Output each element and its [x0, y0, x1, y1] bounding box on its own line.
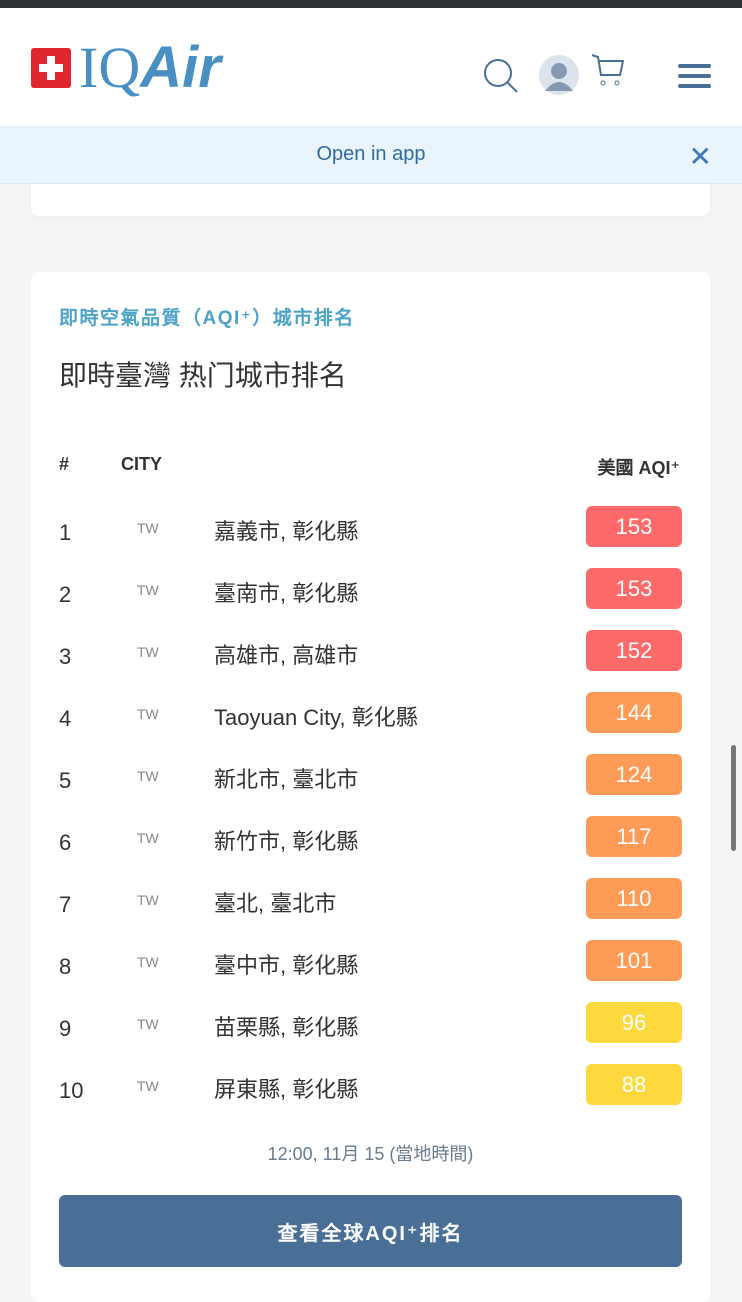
city-name[interactable]: 新北市, 臺北市 — [214, 767, 359, 792]
status-bar — [0, 0, 742, 8]
rank: 5 — [59, 768, 72, 793]
country-code: TW — [137, 768, 159, 784]
cart-icon[interactable] — [590, 53, 626, 89]
aqi-badge: 124 — [586, 754, 682, 795]
open-in-app-link[interactable]: Open in app — [316, 143, 426, 165]
view-global-ranking-button[interactable]: 查看全球AQI⁺排名 — [59, 1195, 682, 1267]
country-code: TW — [137, 582, 159, 598]
city-name[interactable]: 苗栗縣, 彰化縣 — [214, 1015, 359, 1040]
previous-card — [31, 184, 710, 216]
close-icon[interactable]: ✕ — [688, 141, 712, 172]
country-code: TW — [137, 1016, 159, 1032]
aqi-badge: 110 — [586, 878, 682, 919]
menu-icon[interactable] — [678, 64, 711, 88]
search-icon[interactable] — [483, 58, 519, 94]
header-rank: # — [59, 454, 70, 474]
country-code: TW — [137, 954, 159, 970]
table-row[interactable]: 5 TW 新北市, 臺北市 124 — [31, 754, 710, 816]
country-code: TW — [137, 892, 159, 908]
logo[interactable]: IQAir — [31, 35, 221, 100]
city-name[interactable]: 臺中市, 彰化縣 — [214, 953, 359, 978]
table-row[interactable]: 2 TW 臺南市, 彰化縣 153 — [31, 568, 710, 630]
city-name[interactable]: 新竹市, 彰化縣 — [214, 829, 359, 854]
aqi-badge: 152 — [586, 630, 682, 671]
country-code: TW — [137, 830, 159, 846]
table-row[interactable]: 4 TW Taoyuan City, 彰化縣 144 — [31, 692, 710, 754]
table-row[interactable]: 1 TW 嘉義市, 彰化縣 153 — [31, 506, 710, 568]
city-name[interactable]: 嘉義市, 彰化縣 — [214, 519, 359, 544]
city-name[interactable]: 屏東縣, 彰化縣 — [214, 1077, 359, 1102]
aqi-badge: 144 — [586, 692, 682, 733]
swiss-flag-icon — [31, 48, 71, 88]
rank: 9 — [59, 1016, 72, 1041]
logo-text: IQAir — [79, 35, 221, 100]
open-in-app-banner[interactable]: Open in app ✕ — [0, 126, 742, 184]
table-row[interactable]: 7 TW 臺北, 臺北市 110 — [31, 878, 710, 940]
aqi-badge: 88 — [586, 1064, 682, 1105]
country-code: TW — [137, 706, 159, 722]
aqi-badge: 117 — [586, 816, 682, 857]
aqi-badge: 101 — [586, 940, 682, 981]
header-city: CITY — [121, 454, 163, 474]
section-title: 即時臺灣 热门城市排名 — [59, 360, 347, 391]
header: IQAir — [0, 8, 742, 126]
scrollbar[interactable] — [731, 745, 736, 851]
country-code: TW — [137, 1078, 159, 1094]
header-aqi: 美國 AQI⁺ — [597, 458, 680, 478]
city-name[interactable]: 高雄市, 高雄市 — [214, 643, 359, 668]
rank: 7 — [59, 892, 72, 917]
rank: 3 — [59, 644, 72, 669]
table-row[interactable]: 10 TW 屏東縣, 彰化縣 88 — [31, 1064, 710, 1126]
rank: 8 — [59, 954, 72, 979]
city-name[interactable]: 臺北, 臺北市 — [214, 891, 337, 916]
rank: 10 — [59, 1078, 84, 1103]
table-row[interactable]: 6 TW 新竹市, 彰化縣 117 — [31, 816, 710, 878]
section-subtitle: 即時空氣品質（AQI⁺）城市排名 — [59, 308, 355, 329]
avatar[interactable] — [539, 55, 579, 95]
city-ranking-card: 即時空氣品質（AQI⁺）城市排名 即時臺灣 热门城市排名 # CITY 美國 A… — [31, 272, 710, 1302]
rank: 6 — [59, 830, 72, 855]
city-name[interactable]: Taoyuan City, 彰化縣 — [214, 705, 418, 730]
rank: 2 — [59, 582, 72, 607]
rank: 4 — [59, 706, 72, 731]
table-row[interactable]: 3 TW 高雄市, 高雄市 152 — [31, 630, 710, 692]
table-row[interactable]: 8 TW 臺中市, 彰化縣 101 — [31, 940, 710, 1002]
rank: 1 — [59, 520, 72, 545]
aqi-badge: 96 — [586, 1002, 682, 1043]
aqi-badge: 153 — [586, 506, 682, 547]
city-name[interactable]: 臺南市, 彰化縣 — [214, 581, 359, 606]
country-code: TW — [137, 644, 159, 660]
country-code: TW — [137, 520, 159, 536]
table-row[interactable]: 9 TW 苗栗縣, 彰化縣 96 — [31, 1002, 710, 1064]
aqi-badge: 153 — [586, 568, 682, 609]
timestamp: 12:00, 11月 15 (當地時間) — [267, 1144, 474, 1164]
